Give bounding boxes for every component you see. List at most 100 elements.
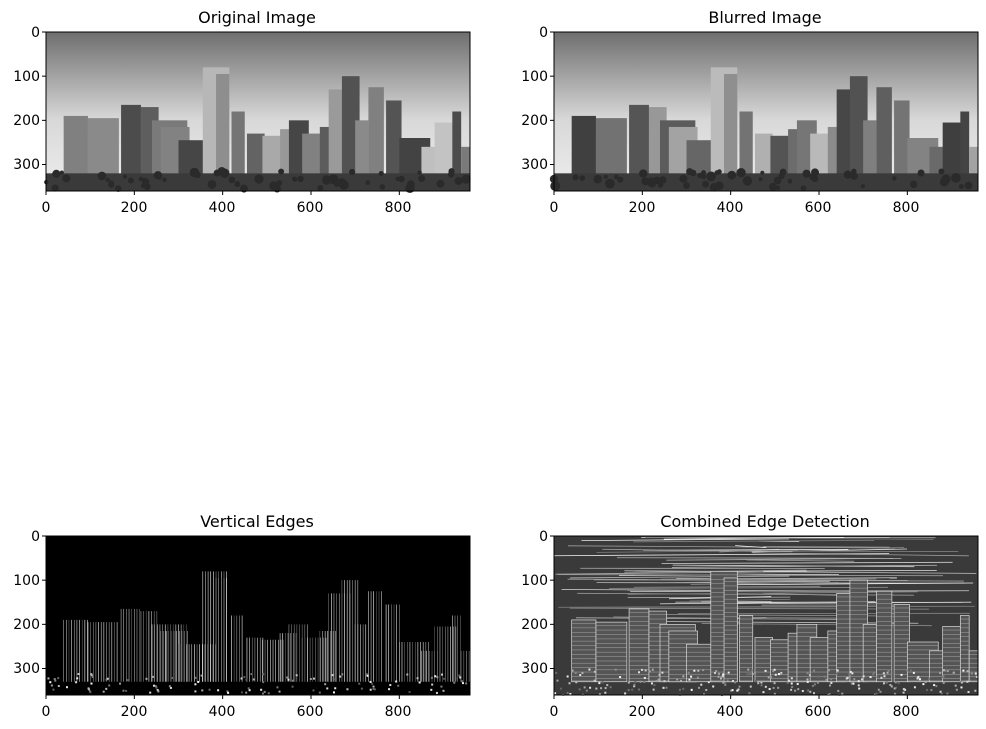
edge-speck <box>661 671 664 674</box>
axes-frame <box>553 31 979 192</box>
edge-speck <box>925 688 928 691</box>
x-tick-label: 200 <box>120 200 148 216</box>
edge-speck <box>243 676 246 679</box>
tree-blob <box>617 176 624 183</box>
texture-line <box>627 591 918 595</box>
texture-line <box>661 561 953 564</box>
image-plot <box>42 535 471 699</box>
tree-blob <box>787 178 793 184</box>
edge-speck <box>634 681 637 684</box>
tree-blob <box>454 176 463 185</box>
edge-speck <box>702 669 705 672</box>
edge-speck <box>916 677 919 680</box>
edge-speck <box>889 684 892 687</box>
edge-speck <box>749 685 752 688</box>
tree-blob <box>702 180 709 188</box>
edge-speck <box>631 688 634 691</box>
edge-speck <box>719 677 722 680</box>
panel-title: Combined Edge Detection <box>660 512 870 531</box>
tree-blob <box>811 175 819 183</box>
tree-blob <box>234 181 241 188</box>
axes-frame <box>45 31 471 192</box>
edge-speck <box>722 673 725 676</box>
edge-speck <box>312 689 315 692</box>
tree-blob <box>114 185 122 192</box>
tree-blob <box>448 168 455 175</box>
edge-speck <box>453 681 456 684</box>
x-tick-label: 200 <box>120 704 148 720</box>
edge-speck <box>126 679 129 682</box>
edge-speck <box>836 669 839 672</box>
edge-speck <box>291 685 294 688</box>
edge-speck <box>818 675 821 678</box>
edge-speck <box>688 678 691 681</box>
tree-blob <box>317 185 324 191</box>
edge-speck <box>773 692 776 695</box>
edge-speck <box>966 670 969 673</box>
tree-blob <box>378 171 384 177</box>
tree-blob <box>941 174 951 184</box>
tree-blob <box>639 169 648 178</box>
edge-speck <box>946 670 949 673</box>
edge-speck <box>49 681 52 684</box>
x-tick-label: 600 <box>804 200 832 216</box>
edge-speck <box>651 668 654 671</box>
edge-speck <box>248 689 251 692</box>
tree-blob <box>860 184 865 189</box>
edge-speck <box>105 687 108 690</box>
edge-speck <box>850 682 853 685</box>
tree-blob <box>736 167 746 178</box>
edge-speck <box>902 688 905 691</box>
edge-speck <box>341 673 344 676</box>
edge-speck <box>76 677 79 680</box>
edge-speck <box>939 672 942 675</box>
edge-speck <box>918 678 921 681</box>
edge-speck <box>566 691 569 694</box>
edge-speck <box>734 681 737 684</box>
edge-speck <box>332 691 335 694</box>
texture-line <box>655 621 919 624</box>
edge-speck <box>53 678 56 681</box>
edge-speck <box>828 693 831 696</box>
edge-speck <box>751 672 754 675</box>
edge-speck <box>601 681 604 684</box>
tree-blob <box>122 174 128 179</box>
edge-speck <box>197 680 200 683</box>
edge-speck <box>122 689 125 692</box>
image-plot <box>549 31 979 195</box>
edge-speck <box>893 687 896 690</box>
edge-speck <box>757 682 760 685</box>
image-plot <box>550 535 979 699</box>
y-tick-label: 300 <box>13 157 40 173</box>
panel-title: Original Image <box>198 8 316 27</box>
panel-original: Original Image 0 100 200 300 0 200 400 6… <box>0 0 493 364</box>
tree-blob <box>850 172 858 180</box>
edge-speck <box>939 690 942 693</box>
edge-speck <box>588 668 591 671</box>
edge-speck <box>643 681 646 684</box>
x-tick-label: 0 <box>549 704 559 720</box>
building <box>724 73 738 191</box>
y-tick-label: 0 <box>31 25 40 41</box>
texture-line <box>645 536 934 540</box>
tree-blob <box>709 183 719 192</box>
edge-speck <box>717 675 720 678</box>
edge-speck <box>909 669 912 672</box>
edge-background <box>46 536 470 695</box>
edge-speck <box>454 677 457 680</box>
building <box>386 100 402 191</box>
edge-speck <box>722 681 725 684</box>
edge-speck <box>89 691 92 694</box>
tree-blob <box>142 178 150 185</box>
edge-speck <box>75 681 78 684</box>
edge-speck <box>678 688 681 691</box>
texture-line <box>554 553 890 557</box>
edge-speck <box>609 686 612 689</box>
edge-speck <box>772 670 775 673</box>
tree-blob <box>659 176 667 184</box>
edge-speck <box>312 677 315 680</box>
tree-blob <box>59 170 64 175</box>
edge-speck <box>633 683 636 686</box>
edge-speck <box>372 687 375 690</box>
edge-speck <box>598 693 601 696</box>
